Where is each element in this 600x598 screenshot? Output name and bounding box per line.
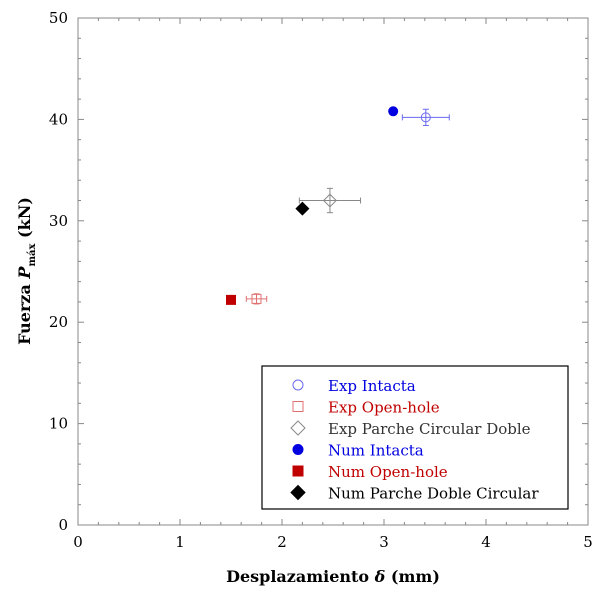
- data-point: [298, 187, 362, 214]
- legend-label: Exp Parche Circular Doble: [328, 420, 531, 438]
- legend-marker-diamond-filled: [290, 484, 306, 501]
- legend-label: Num Open-hole: [328, 463, 448, 481]
- legend-marker-square-filled: [292, 465, 304, 477]
- data-point: [226, 294, 236, 305]
- legend-label: Num Parche Doble Circular: [328, 485, 539, 503]
- data-point: [401, 108, 450, 126]
- legend-marker-square-open: [292, 401, 304, 412]
- y-tick-label: 10: [49, 415, 68, 433]
- marker-square-open: [251, 293, 262, 304]
- data-point: [388, 106, 399, 117]
- x-axis-label: Desplazamiento δ (mm): [226, 567, 440, 586]
- legend-label: Exp Intacta: [328, 377, 416, 395]
- legend-marker-circle-open: [292, 379, 304, 391]
- data-point: [295, 201, 310, 216]
- y-tick-label: 50: [49, 9, 68, 27]
- x-tick-label: 2: [277, 533, 287, 551]
- marker-diamond-filled: [295, 201, 310, 216]
- y-tick-label: 40: [49, 110, 68, 128]
- legend-marker-circle-filled: [292, 444, 304, 455]
- x-tick-label: 3: [379, 533, 389, 551]
- marker-square-filled: [226, 294, 236, 305]
- plot-frame: [77, 17, 589, 526]
- marker-circle-filled: [388, 106, 399, 117]
- data-point: [245, 293, 268, 305]
- marker-circle-open: [420, 112, 431, 123]
- y-tick-label: 20: [49, 313, 68, 331]
- legend-marker-diamond-open: [290, 420, 306, 436]
- x-tick-label: 4: [481, 533, 491, 551]
- marker-diamond-open: [322, 193, 337, 208]
- x-tick-label: 5: [583, 533, 593, 551]
- x-tick-label: 0: [73, 533, 83, 551]
- y-tick-label: 0: [58, 516, 68, 534]
- legend-label: Num Intacta: [328, 442, 424, 460]
- x-tick-label: 1: [175, 533, 185, 551]
- legend: Exp Intacta Exp Open-hole Exp Parche Circu…: [261, 365, 569, 510]
- legend-label: Exp Open-hole: [328, 399, 440, 417]
- y-axis-label: Fuerza Pmáx (kN): [15, 197, 38, 345]
- y-tick-label: 30: [49, 212, 68, 230]
